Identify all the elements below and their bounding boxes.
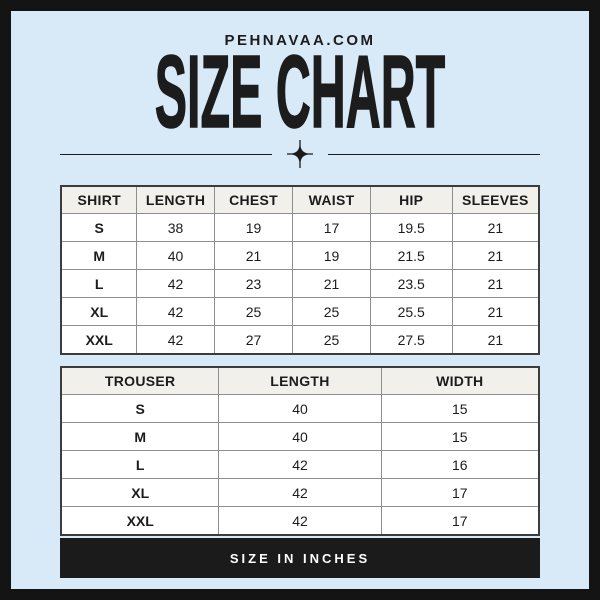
measurement-cell: 25: [292, 297, 371, 326]
sparkle-star-icon: [287, 140, 313, 168]
measurement-cell: 21: [451, 241, 540, 270]
table-row: XXL 42 27 25 27.5 21: [60, 325, 540, 355]
table-row: S 38 19 17 19.5 21: [60, 213, 540, 242]
table-row: L 42 16: [60, 450, 540, 479]
size-label-cell: M: [60, 422, 220, 451]
measurement-cell: 17: [380, 506, 540, 536]
measurement-cell: 42: [218, 506, 382, 536]
measurement-cell: 16: [380, 450, 540, 479]
measurement-cell: 38: [136, 213, 215, 242]
table-row: S 40 15: [60, 394, 540, 423]
column-header: LENGTH: [218, 366, 382, 395]
measurement-cell: 23.5: [369, 269, 453, 298]
table-row: L 42 23 21 23.5 21: [60, 269, 540, 298]
table-row: M 40 21 19 21.5 21: [60, 241, 540, 270]
measurement-cell: 23: [213, 269, 294, 298]
table-row: XXL 42 17: [60, 506, 540, 536]
measurement-cell: 25: [213, 297, 294, 326]
units-label: SIZE IN INCHES: [229, 550, 371, 566]
measurement-cell: 42: [136, 325, 215, 355]
header-row: SHIRT LENGTH CHEST WAIST HIP SLEEVES: [60, 185, 540, 214]
measurement-cell: 27.5: [369, 325, 453, 355]
size-label-cell: M: [60, 241, 138, 270]
measurement-cell: 21: [451, 325, 540, 355]
divider-line-left: [60, 153, 272, 155]
page-title: SIZE CHART: [11, 39, 589, 144]
table-row: M 40 15: [60, 422, 540, 451]
size-label-cell: L: [60, 450, 220, 479]
measurement-cell: 25: [292, 325, 371, 355]
measurement-cell: 21: [292, 269, 371, 298]
column-header: SLEEVES: [451, 185, 540, 214]
divider-line-right: [328, 153, 540, 155]
measurement-cell: 17: [292, 213, 371, 242]
column-header: SHIRT: [60, 185, 138, 214]
size-chart-card: PEHNAVAA.COM SIZE CHART SHIRT LENGTH CHEST…: [11, 11, 589, 589]
page-title-text: SIZE CHART: [154, 33, 446, 149]
trouser-size-table: TROUSER LENGTH WIDTH S 40 15 M 40 15 L 42 16 XL 42 17 X…: [60, 366, 540, 536]
column-header: HIP: [369, 185, 453, 214]
size-label-cell: XXL: [60, 325, 138, 355]
measurement-cell: 21: [451, 297, 540, 326]
measurement-cell: 19: [213, 213, 294, 242]
measurement-cell: 40: [218, 422, 382, 451]
measurement-cell: 42: [218, 450, 382, 479]
shirt-size-table: SHIRT LENGTH CHEST WAIST HIP SLEEVES S 38 19 17 19…: [60, 185, 540, 355]
measurement-cell: 15: [380, 422, 540, 451]
measurement-cell: 21: [451, 269, 540, 298]
measurement-cell: 15: [380, 394, 540, 423]
size-label-cell: S: [60, 213, 138, 242]
units-banner: SIZE IN INCHES: [60, 538, 540, 578]
ornament-divider: [60, 139, 540, 169]
column-header: LENGTH: [136, 185, 215, 214]
measurement-cell: 27: [213, 325, 294, 355]
table-row: XL 42 25 25 25.5 21: [60, 297, 540, 326]
column-header: WAIST: [292, 185, 371, 214]
measurement-cell: 21: [451, 213, 540, 242]
measurement-cell: 40: [218, 394, 382, 423]
size-label-cell: L: [60, 269, 138, 298]
table-row: XL 42 17: [60, 478, 540, 507]
measurement-cell: 17: [380, 478, 540, 507]
measurement-cell: 42: [218, 478, 382, 507]
measurement-cell: 25.5: [369, 297, 453, 326]
measurement-cell: 42: [136, 297, 215, 326]
measurement-cell: 42: [136, 269, 215, 298]
brand-website-text: PEHNAVAA.COM: [224, 32, 376, 49]
measurement-cell: 40: [136, 241, 215, 270]
size-label-cell: XXL: [60, 506, 220, 536]
measurement-cell: 19: [292, 241, 371, 270]
measurement-cell: 19.5: [369, 213, 453, 242]
column-header: TROUSER: [60, 366, 220, 395]
size-label-cell: XL: [60, 297, 138, 326]
measurement-cell: 21: [213, 241, 294, 270]
column-header: CHEST: [213, 185, 294, 214]
size-label-cell: S: [60, 394, 220, 423]
header-row: TROUSER LENGTH WIDTH: [60, 366, 540, 395]
column-header: WIDTH: [380, 366, 540, 395]
size-label-cell: XL: [60, 478, 220, 507]
measurement-cell: 21.5: [369, 241, 453, 270]
